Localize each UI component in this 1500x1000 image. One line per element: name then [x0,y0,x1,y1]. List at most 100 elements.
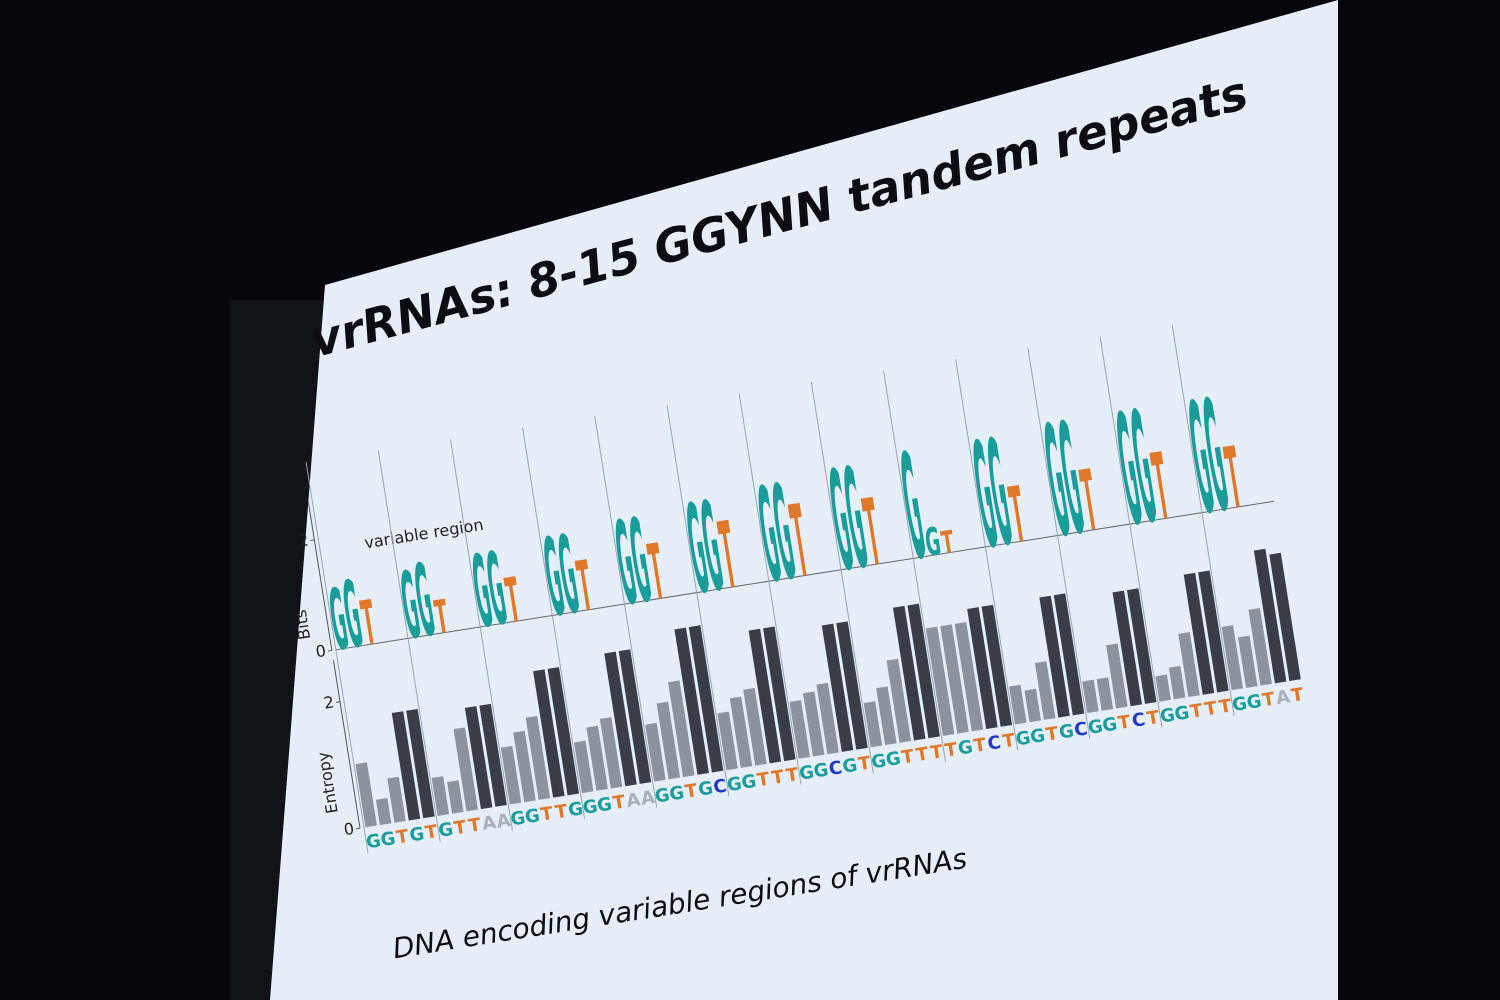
sequence-letter: T [1189,700,1205,723]
sequence-letter: C [712,775,728,798]
sequence-letter: G [957,737,975,760]
sequence-letter: G [668,782,686,805]
sequence-letter: G [697,778,715,801]
sequence-letter: G [1173,702,1191,725]
sequence-letter: G [653,785,671,808]
group-divider [594,416,658,808]
y2-axis [307,502,333,651]
entropy-bar [729,696,753,768]
entropy-bar [479,703,507,807]
sequence-letter: G [1058,720,1076,743]
entropy-bar [1178,632,1200,698]
sequence-letter: T [943,739,959,762]
group-divider [449,439,513,831]
sequence-letter: A [625,789,642,812]
entropy-bar [1096,677,1114,711]
entropy-bar [816,682,839,755]
entropy-bar [431,776,450,816]
y2-tick-label: 0 [314,641,327,661]
group-divider [810,382,874,774]
entropy-bar [940,624,969,734]
entropy-bar [375,797,392,826]
sequence-letter: T [1001,730,1017,753]
entropy-bar [1253,548,1287,684]
entropy-bar [533,669,565,798]
entropy-bar [1126,588,1157,704]
sequence-letter: C [1131,709,1147,732]
sequence-letter: T [756,769,772,792]
entropy-bar [1053,593,1085,716]
sequence-letter: T [1218,695,1234,718]
entropy-bar [447,780,464,814]
sequence-letter: T [1290,684,1306,707]
sequence-letter: G [798,762,816,785]
entropy-bar [789,700,810,759]
sequence-letter: T [929,741,945,764]
entropy-bar [1168,665,1186,700]
sequence-letter: T [395,826,411,849]
sequence-letter: G [408,823,426,846]
group-divider [666,404,730,797]
entropy-bar [836,621,868,750]
entropy-bar [863,701,883,748]
sequence-letter: A [1275,686,1292,709]
entropy-bar [391,711,421,821]
sequence-letter: G [437,819,455,842]
y-tick [355,827,361,830]
sequence-letter: G [884,748,902,771]
entropy-bar [967,607,998,730]
sequence-letter: G [1159,704,1177,727]
entropy-bar [1198,570,1229,693]
group-divider [1027,347,1091,740]
entropy-bar [802,691,825,757]
entropy-bar [981,604,1013,727]
sequence-letter: C [1073,718,1089,741]
y2-tick [310,539,315,541]
sequence-letter: G [1231,693,1249,716]
entropy-bar [599,717,623,789]
group-divider [1171,324,1235,717]
sequence-letter: G [841,755,859,778]
group-divider [955,359,1019,751]
entropy-bar [387,776,406,823]
entropy-bar [513,730,536,803]
entropy-bar [907,603,940,739]
y2-axis-label: Bits [291,608,314,641]
entropy-bar [604,651,637,787]
sequence-letter: G [1101,714,1119,737]
sequence-letter: T [914,743,930,766]
entropy-bar [743,687,767,766]
sequence-letter: G [581,796,599,819]
group-divider [377,450,441,842]
sequence-letter: T [683,780,699,803]
sequence-letter: T [972,734,988,757]
group-divider [1099,336,1163,728]
sequence-letter: T [857,753,873,776]
entropy-bar [1238,635,1258,688]
sequence-letter: T [1261,689,1277,712]
sequence-letter: G [523,805,541,828]
entropy-bar [1112,590,1143,707]
group-divider [305,462,369,854]
sequence-letter: T [1145,707,1161,730]
chart: variable region Entropy Bits 0202GGTGTGT… [291,324,1306,854]
sequence-letter: G [726,773,744,796]
y-axis [332,660,361,829]
entropy-bar [645,722,666,782]
sequence-letter: C [986,732,1002,755]
sequence-letter: T [900,746,916,769]
entropy-bar [547,667,580,796]
entropy-bar [1009,684,1027,725]
sequence-letter: G [1086,716,1104,739]
sequence-letter: G [596,794,614,817]
entropy-bar [1155,674,1171,702]
sequence-letter: G [379,828,397,851]
sequence-letter: T [785,764,801,787]
entropy-bar [1106,643,1128,709]
entropy-bar [1269,552,1301,682]
sequence-letter: T [611,791,627,814]
sequence-letter: T [453,817,469,840]
entropy-bar [688,625,724,773]
entropy-bar [876,686,897,746]
entropy-bar [886,658,912,743]
